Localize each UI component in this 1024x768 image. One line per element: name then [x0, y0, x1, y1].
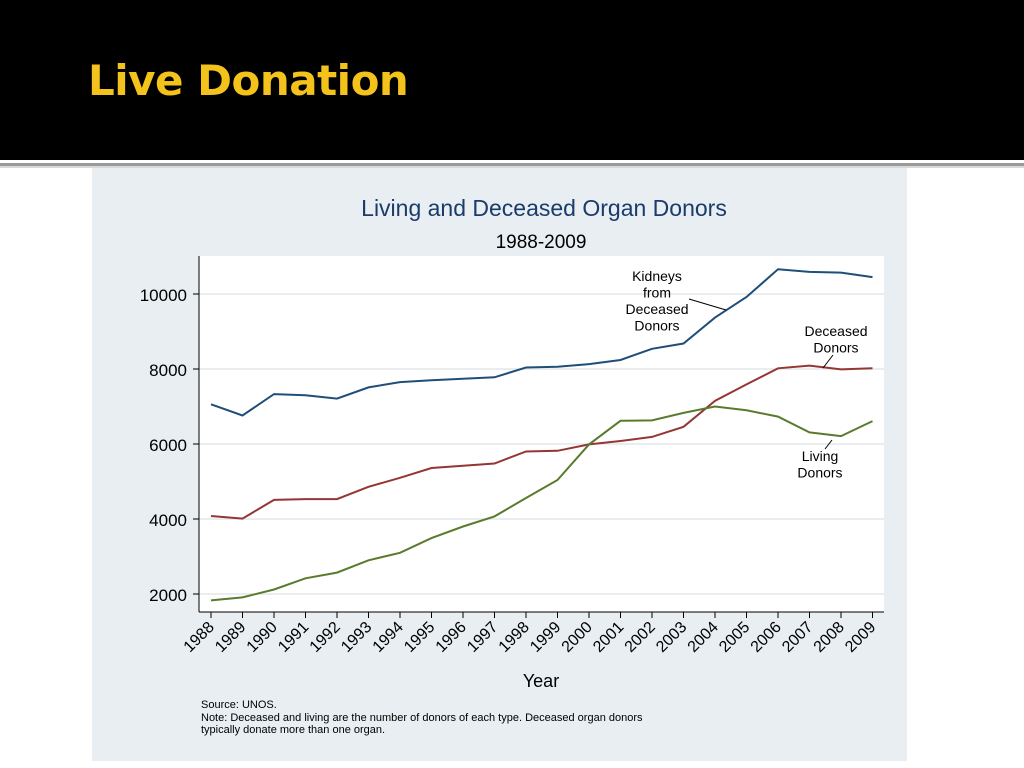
series-label-text: Donors — [797, 465, 842, 481]
x-axis-label: Year — [523, 671, 559, 691]
x-tick-label: 1988 — [181, 619, 218, 656]
y-tick-label: 2000 — [149, 586, 187, 605]
header-divider-gray — [0, 163, 1024, 166]
x-tick-label: 2004 — [685, 619, 722, 656]
x-tick-label: 2008 — [811, 619, 848, 656]
series-label-text: Donors — [634, 318, 679, 334]
note-line-1: Note: Deceased and living are the number… — [201, 711, 643, 724]
slide-header: Live Donation — [0, 0, 1024, 160]
series-line — [210, 268, 873, 417]
source-note: Source: UNOS. Note: Deceased and living … — [201, 699, 643, 737]
series-label-text: Kidneys — [632, 268, 682, 284]
series-label-text: Deceased — [625, 301, 688, 317]
slide-title: Live Donation — [88, 56, 409, 105]
series-label-text: Donors — [813, 340, 858, 356]
header-divider-white — [0, 160, 1024, 163]
y-tick-label: 8000 — [149, 361, 187, 380]
x-tick-label: 1997 — [464, 619, 501, 656]
series-label-leader — [824, 439, 833, 450]
y-tick-label: 10000 — [140, 286, 187, 305]
series-line — [210, 405, 873, 602]
header-divider-light — [0, 166, 1024, 168]
x-tick-label: 2000 — [559, 619, 596, 656]
x-tick-label: 1994 — [370, 619, 407, 656]
x-tick-label: 2007 — [779, 619, 816, 656]
y-tick-label: 4000 — [149, 511, 187, 530]
series-label-text: Living — [802, 448, 839, 464]
x-tick-label: 1998 — [496, 619, 533, 656]
series-label-text: from — [643, 285, 671, 301]
series-label-text: Deceased — [804, 323, 867, 339]
x-tick-label: 2009 — [842, 619, 879, 656]
gridlines — [199, 293, 884, 595]
y-tick-label: 6000 — [149, 436, 187, 455]
chart-subtitle: 1988-2009 — [496, 232, 587, 253]
series-label-leader — [822, 354, 834, 369]
x-tick-label: 1991 — [275, 619, 312, 656]
x-tick-label: 1990 — [244, 619, 281, 656]
x-tick-label: 2001 — [590, 619, 627, 656]
x-tick-label: 1993 — [338, 619, 375, 656]
x-tick-label: 2006 — [748, 619, 785, 656]
series-label-leader — [688, 298, 727, 311]
x-tick-label: 2003 — [653, 619, 690, 656]
series-lines — [210, 268, 873, 602]
x-tick-label: 1989 — [212, 619, 249, 656]
source-line: Source: UNOS. — [201, 699, 277, 711]
series-line — [210, 364, 873, 520]
x-tick-label: 1996 — [433, 619, 470, 656]
plot-area — [199, 256, 884, 612]
chart-title: Living and Deceased Organ Donors — [361, 195, 727, 221]
note-line-2: typically donate more than one organ. — [201, 724, 386, 736]
x-tick-label: 2005 — [716, 619, 753, 656]
x-tick-label: 2002 — [622, 619, 659, 656]
x-tick-label: 1992 — [307, 619, 344, 656]
x-tick-label: 1999 — [527, 619, 564, 656]
x-tick-label: 1995 — [401, 619, 438, 656]
